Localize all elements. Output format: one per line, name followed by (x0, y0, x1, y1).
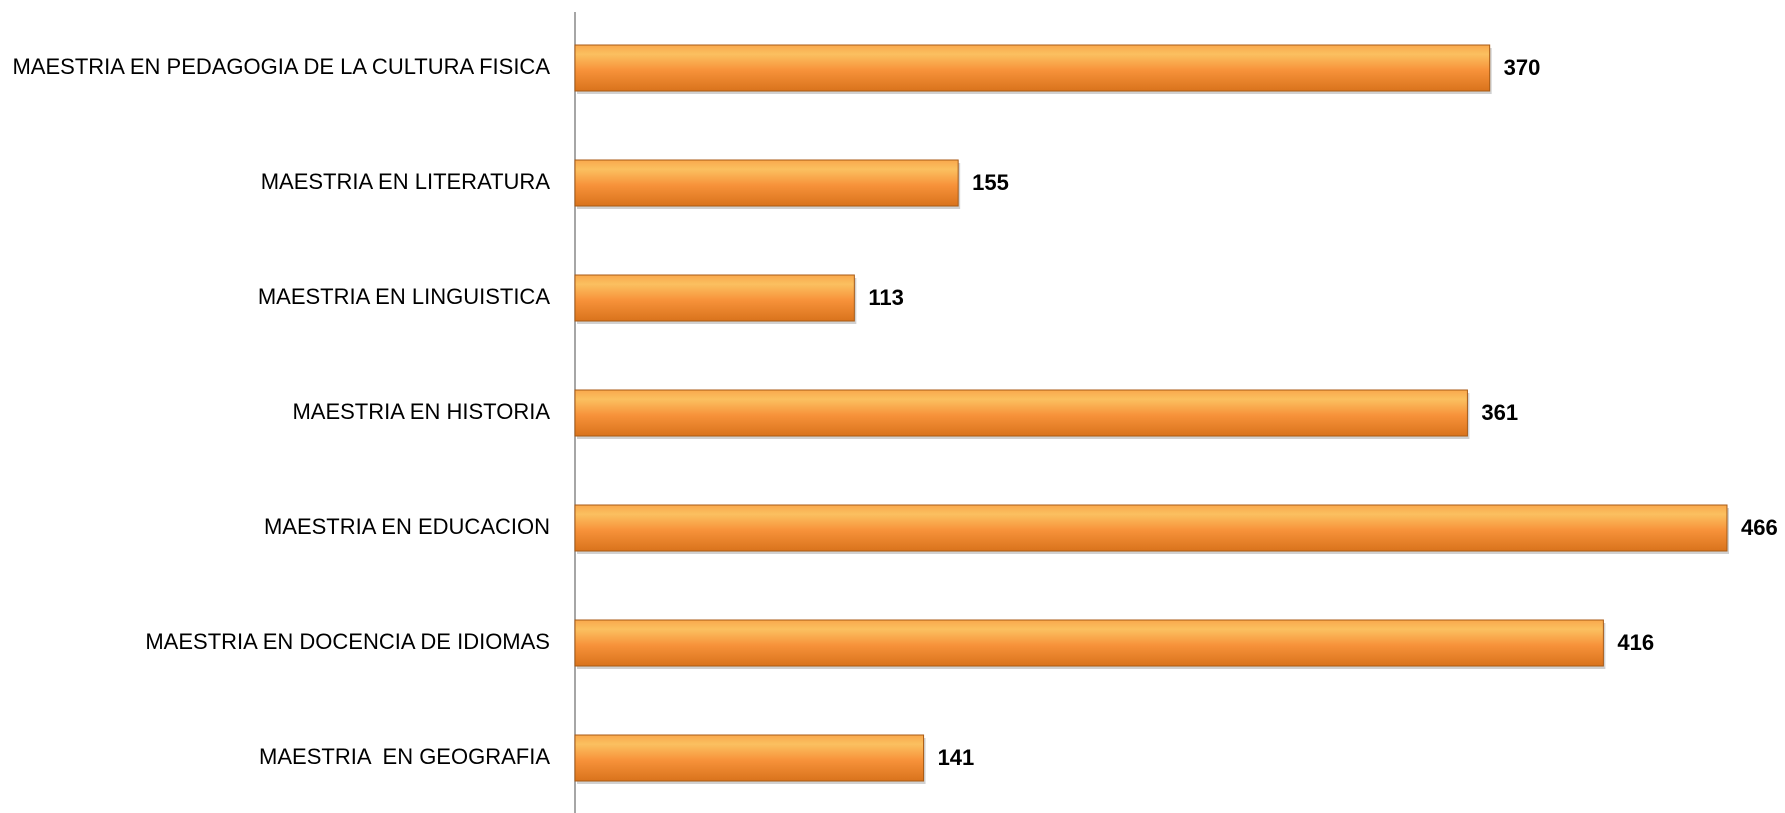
value-label: 370 (1504, 55, 1541, 80)
value-label: 141 (938, 745, 975, 770)
category-label: MAESTRIA EN PEDAGOGIA DE LA CULTURA FISI… (12, 54, 550, 79)
category-label: MAESTRIA EN LITERATURA (261, 169, 551, 194)
bar (574, 159, 959, 207)
category-label: MAESTRIA EN HISTORIA (292, 399, 550, 424)
bar (574, 44, 1491, 92)
value-label: 466 (1741, 515, 1778, 540)
category-label: MAESTRIA EN LINGUISTICA (258, 284, 550, 309)
category-label: MAESTRIA EN DOCENCIA DE IDIOMAS (145, 629, 550, 654)
value-label: 361 (1481, 400, 1518, 425)
value-label: 155 (972, 170, 1009, 195)
bar (574, 734, 925, 782)
category-label: MAESTRIA EN GEOGRAFIA (259, 744, 550, 769)
value-label: 416 (1617, 630, 1654, 655)
bar (574, 274, 855, 322)
value-label: 113 (868, 285, 904, 310)
bar (574, 619, 1604, 667)
bar (574, 504, 1728, 552)
category-label: MAESTRIA EN EDUCACION (264, 514, 550, 539)
bar (574, 389, 1468, 437)
